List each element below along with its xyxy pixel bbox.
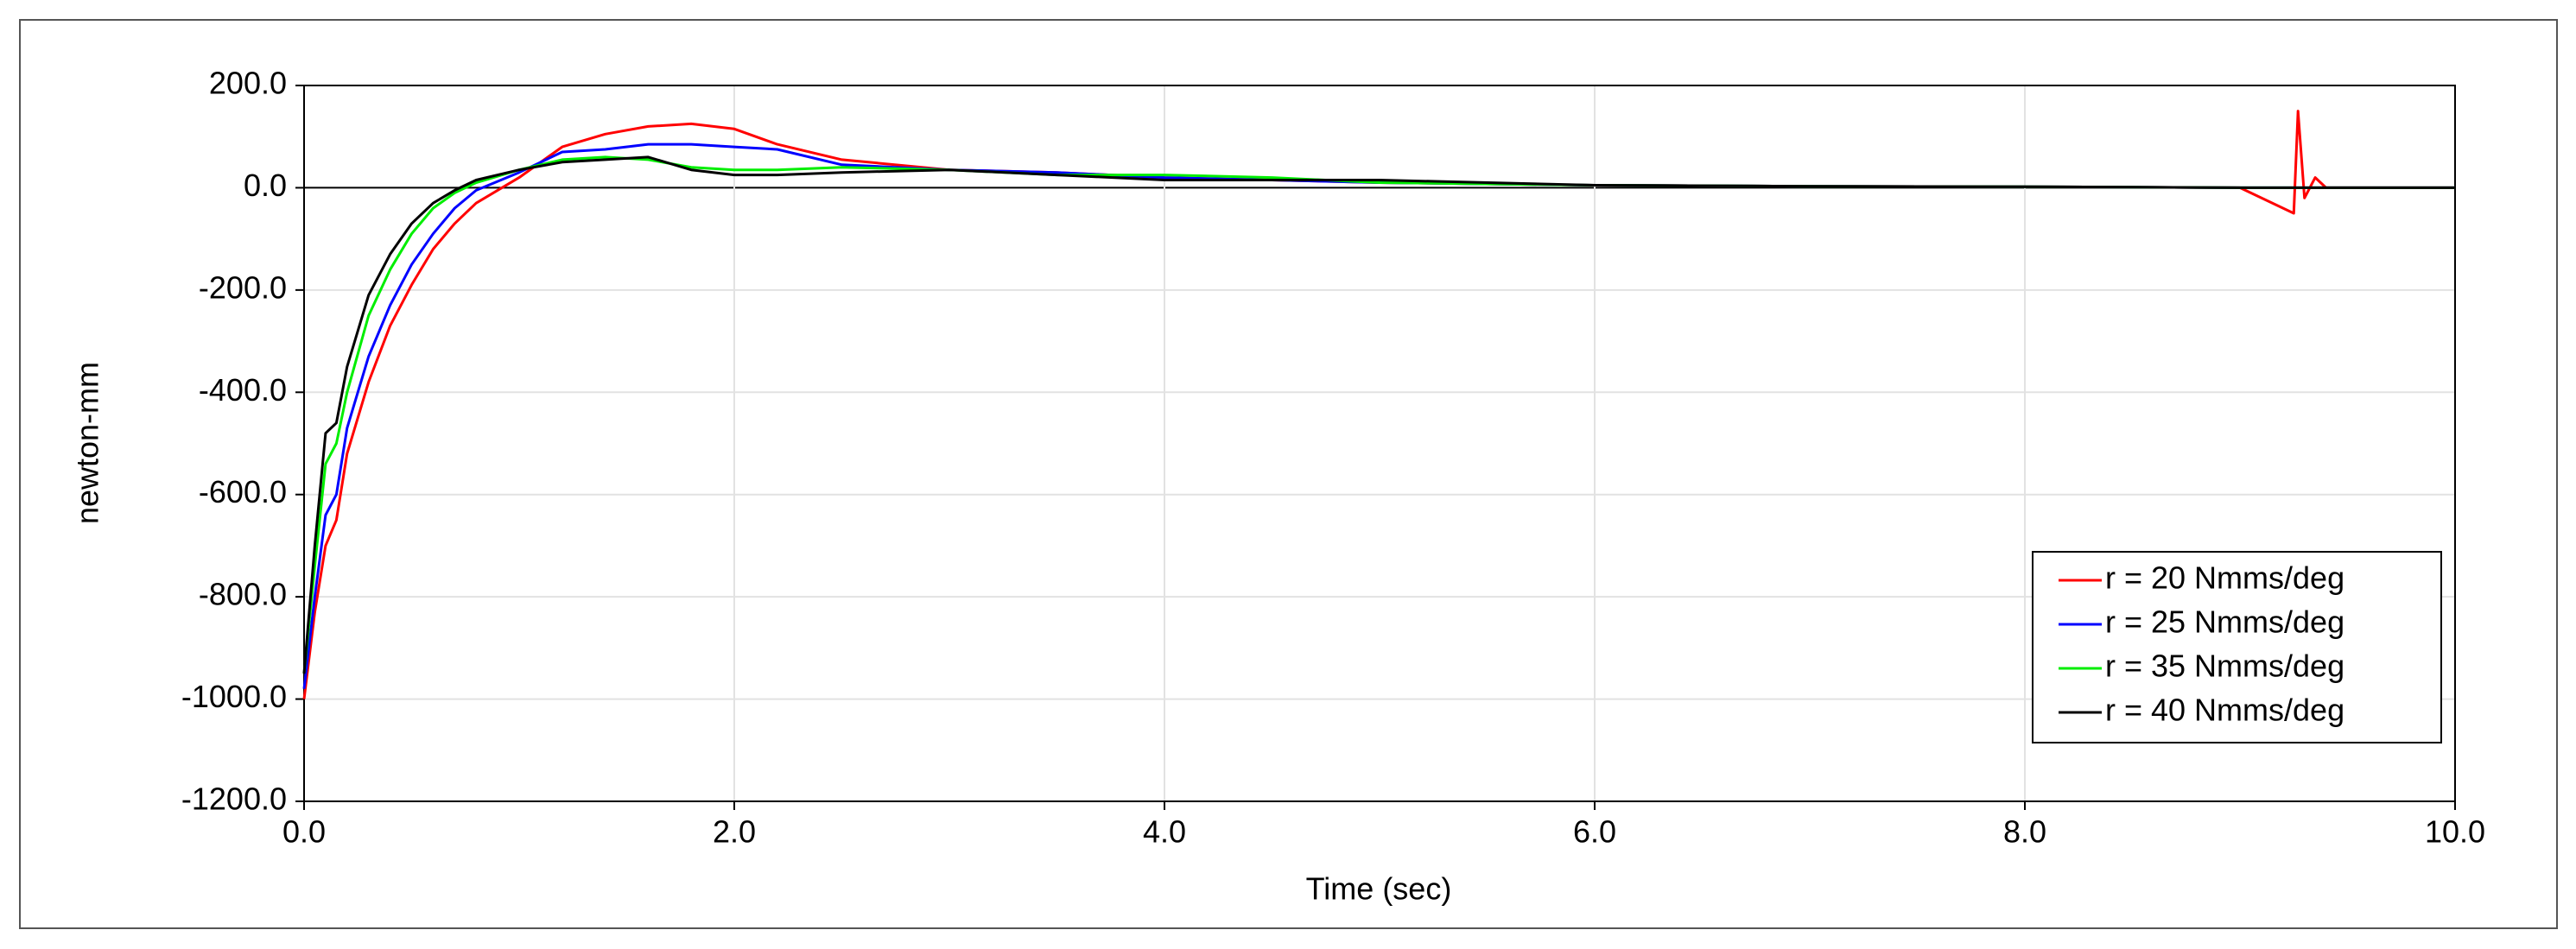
y-axis-label: newton-mm xyxy=(70,362,105,524)
legend-label: r = 20 Nmms/deg xyxy=(2105,560,2344,596)
legend-label: r = 25 Nmms/deg xyxy=(2105,604,2344,640)
legend-label: r = 35 Nmms/deg xyxy=(2105,648,2344,684)
x-axis-label: Time (sec) xyxy=(1306,871,1452,907)
series-line xyxy=(302,110,2455,699)
y-tick-label: 0.0 xyxy=(244,168,287,203)
legend-box xyxy=(2032,551,2442,743)
y-tick-label: 200.0 xyxy=(209,66,287,101)
x-tick-label: 0.0 xyxy=(282,814,326,850)
y-tick-label: -800.0 xyxy=(199,577,287,612)
series-line xyxy=(302,155,2455,674)
y-tick-label: -200.0 xyxy=(199,269,287,305)
plot-border xyxy=(303,85,2456,802)
x-tick-label: 6.0 xyxy=(1573,814,1616,850)
frame xyxy=(19,19,2558,929)
legend-label: r = 40 Nmms/deg xyxy=(2105,693,2344,728)
x-tick-label: 2.0 xyxy=(713,814,756,850)
x-tick-label: 8.0 xyxy=(2003,814,2046,850)
y-tick-label: -400.0 xyxy=(199,372,287,408)
y-tick-label: -1000.0 xyxy=(181,679,287,714)
y-tick-label: -600.0 xyxy=(199,474,287,509)
x-tick-label: 4.0 xyxy=(1143,814,1186,850)
legend: r = 20 Nmms/deg r = 25 Nmms/deg r = 35 Nmm… xyxy=(2032,551,2442,743)
x-tick-label: 10.0 xyxy=(2425,814,2485,850)
y-tick-label: -1200.0 xyxy=(181,781,287,817)
